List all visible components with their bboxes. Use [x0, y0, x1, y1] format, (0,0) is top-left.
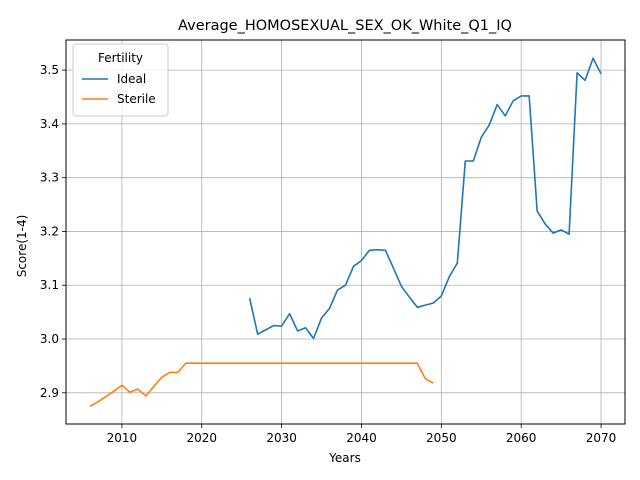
y-tick-label: 3.3 — [40, 171, 59, 185]
y-tick-label: 2.9 — [40, 386, 59, 400]
series-lines — [89, 57, 602, 407]
y-axis-ticks: 2.9 3.0 3.1 3.2 3.3 3.4 3.5 — [40, 63, 66, 400]
x-axis-ticks: 2010 2020 2030 2040 2050 2060 2070 — [107, 424, 617, 445]
x-tick-label: 2030 — [266, 431, 297, 445]
y-tick-label: 3.4 — [40, 117, 59, 131]
legend-title: Fertility — [98, 51, 143, 65]
x-tick-label: 2060 — [506, 431, 537, 445]
y-tick-label: 3.1 — [40, 278, 59, 292]
series-line-ideal — [248, 57, 602, 340]
x-tick-label: 2020 — [186, 431, 217, 445]
plot-frame — [65, 39, 626, 425]
y-tick-label: 3.5 — [40, 63, 59, 77]
legend: Fertility Ideal Sterile — [72, 43, 169, 117]
x-tick-label: 2050 — [426, 431, 457, 445]
y-axis-label: Score(1-4) — [15, 215, 29, 278]
y-tick-label: 3.2 — [40, 224, 59, 238]
x-tick-label: 2070 — [586, 431, 617, 445]
legend-box — [72, 43, 169, 117]
x-axis-label: Years — [328, 451, 361, 465]
y-tick-label: 3.0 — [40, 332, 59, 346]
legend-label-sterile: Sterile — [117, 92, 156, 106]
series-line-sterile — [89, 362, 434, 407]
legend-entries: Ideal Sterile — [82, 72, 156, 106]
x-tick-label: 2010 — [107, 431, 138, 445]
chart-title: Average_HOMOSEXUAL_SEX_OK_White_Q1_IQ — [178, 18, 512, 34]
x-tick-label: 2040 — [346, 431, 377, 445]
legend-label-ideal: Ideal — [117, 72, 146, 86]
